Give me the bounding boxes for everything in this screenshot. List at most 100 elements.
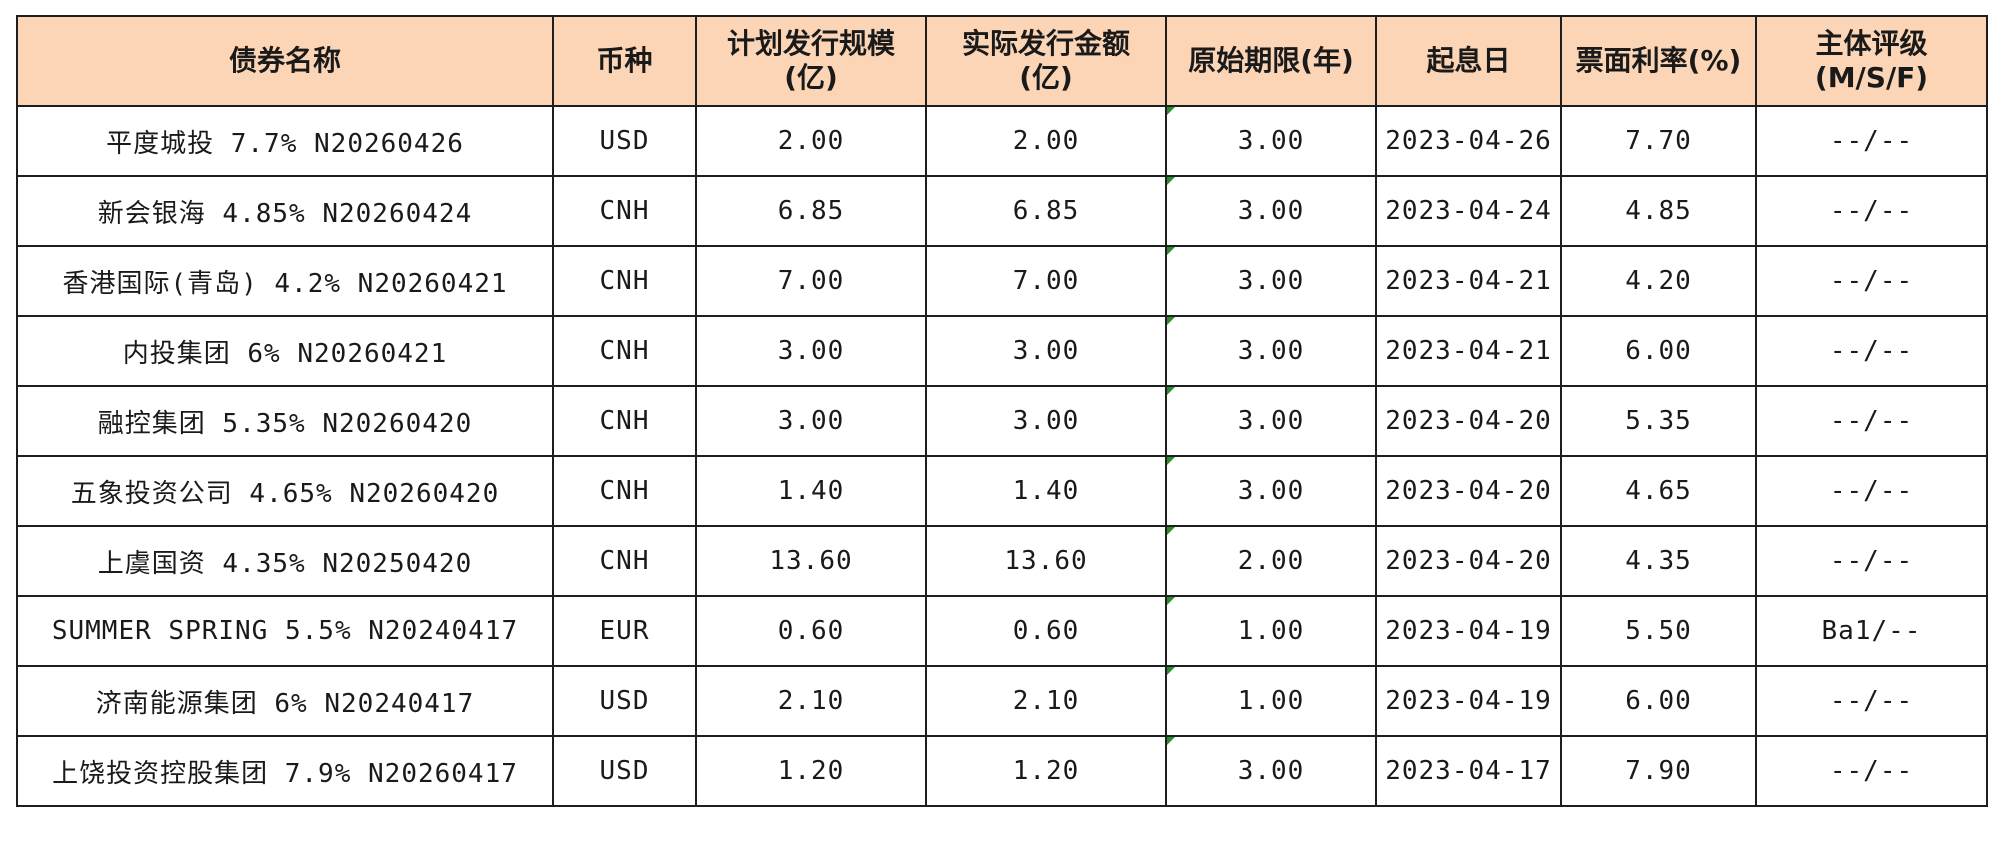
table-header: 债券名称 币种 计划发行规模 (亿) 实际发行金额 (亿) 原始期限(年) 起息日 票面利率(%… — [16, 15, 1988, 107]
table-row: 内投集团 6% N20260421 CNH 3.00 3.00 3.00 2023-04-… — [16, 315, 1988, 387]
value-date-cell: 2023-04-19 — [1375, 595, 1562, 667]
currency-cell-text: USD — [599, 126, 650, 156]
table-row: 平度城投 7.7% N20260426 USD 2.00 2.00 3.00 2023-0… — [16, 105, 1988, 177]
currency-cell: CNH — [552, 315, 697, 387]
value-date-cell: 2023-04-24 — [1375, 175, 1562, 247]
bond-name-cell: 上虞国资 4.35% N20250420 — [16, 525, 554, 597]
bond-issuance-table-container: 债券名称 币种 计划发行规模 (亿) 实际发行金额 (亿) 原始期限(年) 起息日 票面利率(%… — [16, 15, 1988, 807]
cell-comment-marker-icon — [1168, 108, 1175, 115]
coupon-rate-cell: 4.35 — [1560, 525, 1757, 597]
issuer-rating-cell: --/-- — [1755, 245, 1988, 317]
original-term-cell: 3.00 — [1165, 455, 1377, 527]
actual-amount-cell-text: 13.60 — [1004, 546, 1088, 576]
coupon-rate-cell: 5.35 — [1560, 385, 1757, 457]
original-term-cell-text: 3.00 — [1237, 266, 1305, 296]
issuer-rating-cell: --/-- — [1755, 315, 1988, 387]
coupon-rate-cell: 7.90 — [1560, 735, 1757, 807]
planned-size-cell: 3.00 — [695, 385, 927, 457]
bond-name-cell-text: 上饶投资控股集团 7.9% N20260417 — [52, 758, 518, 789]
value-date-cell: 2023-04-26 — [1375, 105, 1562, 177]
bond-name-cell: 香港国际(青岛) 4.2% N20260421 — [16, 245, 554, 317]
bond-name-cell: 平度城投 7.7% N20260426 — [16, 105, 554, 177]
actual-amount-cell: 3.00 — [925, 315, 1167, 387]
actual-amount-cell: 2.10 — [925, 665, 1167, 737]
original-term-cell-text: 3.00 — [1237, 126, 1305, 156]
issuer-rating-cell-text: --/-- — [1829, 756, 1914, 786]
original-term-cell-text: 3.00 — [1237, 196, 1305, 226]
value-date-cell-text: 2023-04-26 — [1385, 126, 1552, 156]
coupon-rate-cell-text: 4.85 — [1625, 196, 1692, 226]
table-row: 香港国际(青岛) 4.2% N20260421 CNH 7.00 7.00 3.00 20… — [16, 245, 1988, 317]
currency-cell: CNH — [552, 455, 697, 527]
coupon-rate-cell-text: 5.35 — [1625, 406, 1692, 436]
issuer-rating-cell: --/-- — [1755, 735, 1988, 807]
col-planned-size-header: 计划发行规模 (亿) — [695, 15, 927, 107]
currency-cell: EUR — [552, 595, 697, 667]
value-date-cell: 2023-04-19 — [1375, 665, 1562, 737]
col-planned-size-header-line2: (亿) — [784, 61, 838, 94]
value-date-cell: 2023-04-20 — [1375, 455, 1562, 527]
table-row: 融控集团 5.35% N20260420 CNH 3.00 3.00 3.00 2023-… — [16, 385, 1988, 457]
col-actual-amount-header: 实际发行金额 (亿) — [925, 15, 1167, 107]
actual-amount-cell: 13.60 — [925, 525, 1167, 597]
original-term-cell: 3.00 — [1165, 735, 1377, 807]
issuer-rating-cell-text: --/-- — [1829, 336, 1914, 366]
col-planned-size-header-line1: 计划发行规模 — [726, 27, 895, 60]
planned-size-cell: 0.60 — [695, 595, 927, 667]
planned-size-cell-text: 2.10 — [777, 686, 845, 716]
value-date-cell: 2023-04-21 — [1375, 245, 1562, 317]
bond-name-cell: SUMMER SPRING 5.5% N20240417 — [16, 595, 554, 667]
coupon-rate-cell: 5.50 — [1560, 595, 1757, 667]
issuer-rating-cell: --/-- — [1755, 455, 1988, 527]
value-date-cell-text: 2023-04-20 — [1385, 546, 1552, 576]
coupon-rate-cell-text: 4.65 — [1625, 476, 1692, 506]
original-term-cell: 3.00 — [1165, 175, 1377, 247]
col-currency-header-line1: 币种 — [596, 44, 653, 77]
actual-amount-cell-text: 2.00 — [1012, 126, 1080, 156]
cell-comment-marker-icon — [1168, 388, 1175, 395]
coupon-rate-cell: 4.65 — [1560, 455, 1757, 527]
issuer-rating-cell-text: --/-- — [1829, 686, 1914, 716]
bond-name-cell-text: 融控集团 5.35% N20260420 — [97, 408, 473, 439]
table-row: SUMMER SPRING 5.5% N20240417 EUR 0.60 0.60 1… — [16, 595, 1988, 667]
original-term-cell: 1.00 — [1165, 595, 1377, 667]
original-term-cell: 3.00 — [1165, 245, 1377, 317]
col-coupon-rate-header-line1: 票面利率(%) — [1575, 44, 1742, 77]
header-row: 债券名称 币种 计划发行规模 (亿) 实际发行金额 (亿) 原始期限(年) 起息日 票面利率(%… — [16, 15, 1988, 107]
bond-name-cell-text: 新会银海 4.85% N20260424 — [97, 198, 473, 229]
actual-amount-cell-text: 6.85 — [1012, 196, 1080, 226]
currency-cell-text: USD — [599, 686, 650, 716]
coupon-rate-cell-text: 7.70 — [1625, 126, 1692, 156]
currency-cell: CNH — [552, 245, 697, 317]
bond-name-cell: 融控集团 5.35% N20260420 — [16, 385, 554, 457]
bond-name-cell: 上饶投资控股集团 7.9% N20260417 — [16, 735, 554, 807]
value-date-cell-text: 2023-04-21 — [1385, 336, 1552, 366]
issuer-rating-cell-text: --/-- — [1829, 546, 1914, 576]
col-issuer-rating-header-line1: 主体评级 — [1815, 27, 1928, 60]
bond-name-cell: 济南能源集团 6% N20240417 — [16, 665, 554, 737]
issuer-rating-cell: Ba1/-- — [1755, 595, 1988, 667]
currency-cell: CNH — [552, 385, 697, 457]
original-term-cell-text: 3.00 — [1237, 406, 1305, 436]
col-coupon-rate-header: 票面利率(%) — [1560, 15, 1757, 107]
cell-comment-marker-icon — [1168, 318, 1175, 325]
table-row: 济南能源集团 6% N20240417 USD 2.10 2.10 1.00 2023-0… — [16, 665, 1988, 737]
issuer-rating-cell: --/-- — [1755, 105, 1988, 177]
actual-amount-cell-text: 7.00 — [1012, 266, 1080, 296]
table-row: 上虞国资 4.35% N20250420 CNH 13.60 13.60 2.00 202… — [16, 525, 1988, 597]
value-date-cell-text: 2023-04-17 — [1385, 756, 1552, 786]
planned-size-cell-text: 6.85 — [777, 196, 845, 226]
actual-amount-cell-text: 0.60 — [1012, 616, 1080, 646]
original-term-cell: 1.00 — [1165, 665, 1377, 737]
col-currency-header: 币种 — [552, 15, 697, 107]
coupon-rate-cell-text: 4.35 — [1625, 546, 1692, 576]
currency-cell-text: CNH — [599, 336, 650, 366]
table-body: 平度城投 7.7% N20260426 USD 2.00 2.00 3.00 2023-0… — [16, 105, 1988, 807]
actual-amount-cell: 0.60 — [925, 595, 1167, 667]
currency-cell: CNH — [552, 175, 697, 247]
col-issuer-rating-header: 主体评级 (M/S/F) — [1755, 15, 1988, 107]
col-issuer-rating-header-line2: (M/S/F) — [1814, 61, 1929, 94]
planned-size-cell-text: 0.60 — [777, 616, 845, 646]
currency-cell-text: EUR — [599, 616, 650, 646]
bond-name-cell-text: 五象投资公司 4.65% N20260420 — [70, 478, 500, 509]
